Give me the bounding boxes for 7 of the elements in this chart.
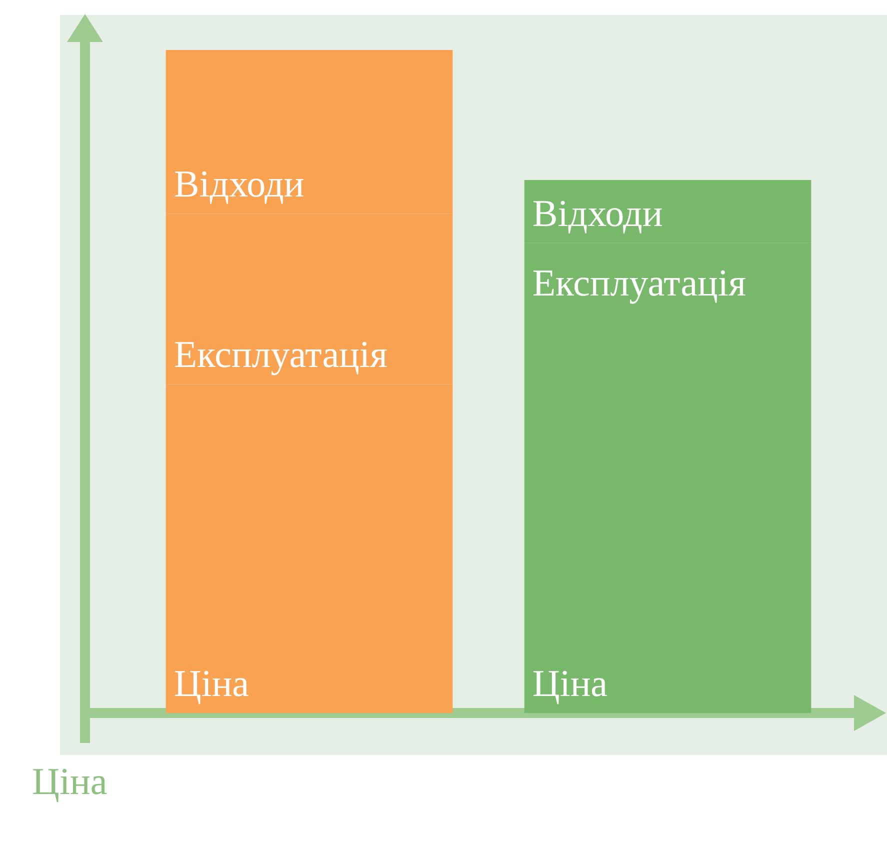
text: Відходи bbox=[532, 192, 663, 235]
series-label: Ціна bbox=[174, 662, 250, 705]
text: Експлуатація bbox=[532, 262, 746, 305]
text: Ціна bbox=[532, 662, 608, 705]
text: Ціна bbox=[32, 760, 108, 804]
series-label: Експлуатація bbox=[174, 334, 388, 376]
series-label: Відходи bbox=[174, 164, 304, 206]
